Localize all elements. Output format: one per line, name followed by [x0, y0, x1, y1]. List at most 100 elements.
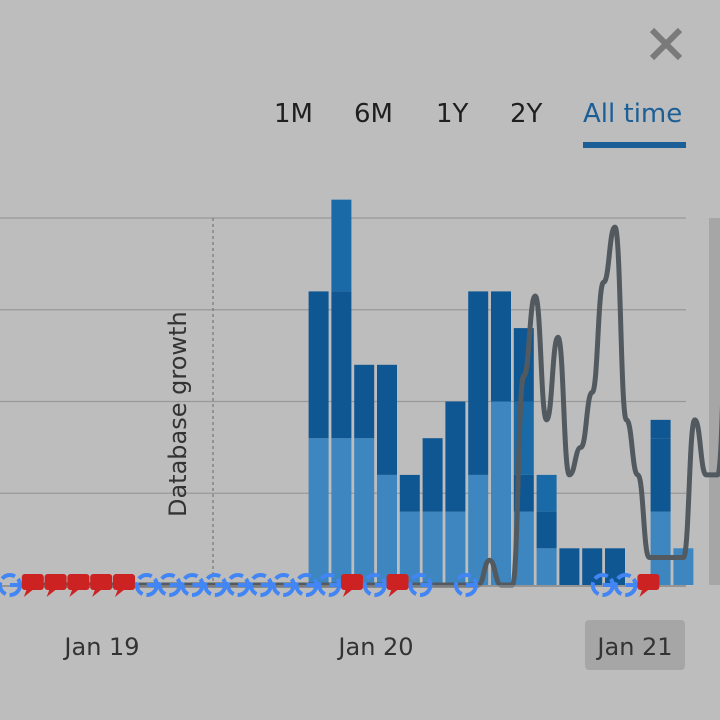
google-update-ring: [590, 573, 615, 597]
google-update-ring: [226, 573, 250, 597]
google-update-ring: [317, 573, 342, 597]
hover-highlight: [709, 218, 720, 585]
google-update-bar: [215, 583, 225, 587]
google-update-icon[interactable]: [362, 573, 387, 597]
google-update-bar: [466, 583, 475, 587]
google-update-icon[interactable]: [248, 573, 273, 597]
google-update-bar: [169, 583, 179, 587]
bar-segment: [331, 199, 352, 292]
annotation-label: Database growth: [164, 311, 192, 517]
bar-segment: [308, 438, 329, 585]
google-update-icon[interactable]: [613, 573, 638, 597]
highlighted-tick-box: [585, 620, 685, 670]
comment-tail: [92, 589, 103, 597]
google-update-bar: [260, 583, 270, 587]
comment-marker-icon[interactable]: [386, 574, 409, 597]
bar-segment: [399, 474, 420, 512]
time-range-tabs: 1M 6M 1Y 2Y All time: [0, 96, 720, 156]
comment-tail: [23, 589, 34, 597]
comment-marker-icon[interactable]: [67, 574, 90, 597]
bar-segment: [491, 401, 511, 585]
comment-bubble: [341, 574, 363, 590]
comment-tail: [388, 589, 399, 597]
google-update-bar: [146, 583, 156, 587]
google-update-icon[interactable]: [590, 573, 615, 597]
active-tab-underline: [583, 142, 686, 148]
tab-1m[interactable]: 1M: [274, 99, 313, 129]
google-update-icon[interactable]: [180, 573, 205, 597]
bar-segment: [445, 401, 466, 512]
bar-segment: [536, 511, 557, 549]
google-update-ring: [362, 573, 387, 597]
google-update-bar: [329, 583, 339, 587]
tab-1y[interactable]: 1Y: [436, 99, 469, 129]
comment-bubble: [44, 574, 67, 590]
bar-segment: [650, 419, 671, 439]
google-update-icon[interactable]: [203, 573, 228, 597]
google-update-icon[interactable]: [454, 573, 478, 597]
x-axis-labels: Jan 19 Jan 20 Jan 21: [62, 620, 685, 670]
bar-segment: [650, 511, 671, 585]
google-update-bar: [625, 583, 635, 587]
close-icon: [649, 27, 683, 61]
google-update-bar: [283, 583, 293, 587]
google-update-icon[interactable]: [317, 573, 342, 597]
comment-bubble: [386, 574, 409, 590]
google-update-ring: [203, 573, 228, 597]
tab-6m[interactable]: 6M: [354, 99, 393, 129]
google-update-icon[interactable]: [271, 573, 296, 597]
google-update-ring: [454, 573, 478, 597]
google-update-bar: [306, 583, 316, 587]
bar-series: [308, 199, 694, 585]
google-update-icon[interactable]: [157, 573, 182, 597]
bar-segment: [491, 291, 511, 402]
comment-bubble: [67, 574, 90, 590]
bar-segment: [377, 474, 397, 585]
google-update-ring: [134, 573, 159, 597]
google-update-ring: [180, 573, 205, 597]
comment-tail: [639, 589, 650, 597]
google-update-icon[interactable]: [0, 573, 22, 597]
comment-bubble: [113, 574, 135, 590]
trend-line: [42, 224, 720, 588]
bar-segment: [308, 291, 329, 439]
comment-bubble: [637, 574, 660, 590]
bar-segment: [354, 364, 375, 439]
comment-marker-icon[interactable]: [44, 574, 67, 597]
bar-segment: [422, 511, 443, 585]
bar-segment: [650, 438, 671, 512]
google-update-ring: [271, 573, 296, 597]
x-tick-label: Jan 20: [336, 633, 413, 661]
comment-tail: [69, 589, 80, 597]
comment-marker-icon[interactable]: [21, 574, 44, 597]
bar-segment: [422, 438, 443, 512]
bar-segment: [331, 438, 352, 585]
bar-segment: [354, 438, 375, 585]
bar-segment: [377, 364, 397, 475]
google-update-icon[interactable]: [226, 573, 250, 597]
google-update-ring: [157, 573, 182, 597]
bar-segment: [445, 511, 466, 585]
bar-segment: [536, 548, 557, 585]
google-update-icon[interactable]: [294, 573, 319, 597]
tab-all-time[interactable]: All time: [583, 99, 683, 129]
google-update-bar: [238, 583, 247, 587]
comment-marker-icon[interactable]: [637, 574, 660, 597]
tab-2y[interactable]: 2Y: [510, 99, 543, 129]
close-button[interactable]: [646, 24, 686, 64]
google-update-icon[interactable]: [408, 573, 433, 597]
comment-marker-icon[interactable]: [341, 574, 363, 597]
google-update-ring: [294, 573, 319, 597]
hover-column: [709, 218, 720, 585]
bar-segment: [605, 548, 625, 585]
google-update-bar: [192, 583, 202, 587]
google-update-bar: [374, 583, 384, 587]
bar-segment: [582, 548, 603, 585]
bar-segment: [468, 291, 489, 475]
google-update-ring: [248, 573, 273, 597]
bar-segment: [399, 511, 420, 585]
google-update-icon[interactable]: [134, 573, 159, 597]
comment-marker-icon[interactable]: [113, 574, 135, 597]
comment-marker-icon[interactable]: [90, 574, 113, 597]
